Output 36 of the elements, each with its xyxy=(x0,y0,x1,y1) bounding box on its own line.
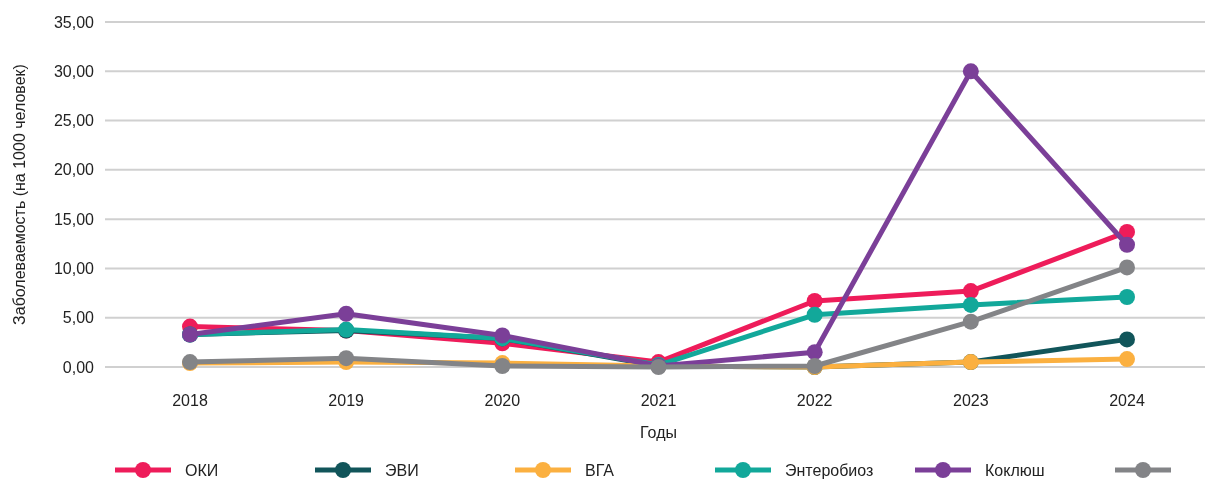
x-tick-label: 2024 xyxy=(1109,392,1145,409)
y-axis-title: Заболеваемость (на 1000 человек) xyxy=(11,64,28,325)
point xyxy=(962,283,979,300)
legend-label: Коклюш xyxy=(985,461,1045,479)
x-tick-label: 2021 xyxy=(640,392,677,409)
x-tick-label: 2022 xyxy=(796,392,833,409)
point xyxy=(1119,259,1135,276)
point xyxy=(806,292,823,309)
y-tick-label: 30,00 xyxy=(53,62,95,80)
y-tick-label: 25,00 xyxy=(53,112,95,130)
point xyxy=(962,63,979,80)
point xyxy=(806,306,823,323)
x-axis-title: Годы xyxy=(640,424,677,441)
point xyxy=(1119,351,1135,368)
legend-label: ОКИ xyxy=(185,461,219,479)
point xyxy=(962,313,979,330)
y-tick-label: 20,00 xyxy=(53,161,95,179)
point xyxy=(338,305,355,322)
point xyxy=(1119,236,1135,253)
x-tick-label: 2023 xyxy=(953,392,989,409)
y-tick-label: 0,00 xyxy=(62,358,95,376)
y-tick-label: 10,00 xyxy=(53,260,95,278)
point xyxy=(1119,289,1135,306)
x-tick-label: 2020 xyxy=(484,392,521,409)
y-tick-label: 5,00 xyxy=(62,309,95,327)
point xyxy=(806,344,823,361)
point xyxy=(1119,331,1135,348)
point xyxy=(962,296,979,313)
y-tick-label: 15,00 xyxy=(53,210,95,228)
x-tick-label: 2018 xyxy=(172,392,208,409)
legend-label: ВГА xyxy=(585,461,615,479)
y-tick-label: 35,00 xyxy=(53,13,95,31)
legend-label: ЭВИ xyxy=(385,461,419,479)
legend-label: Энтеробиоз xyxy=(785,461,874,479)
point xyxy=(338,350,355,367)
x-tick-label: 2019 xyxy=(328,392,365,409)
